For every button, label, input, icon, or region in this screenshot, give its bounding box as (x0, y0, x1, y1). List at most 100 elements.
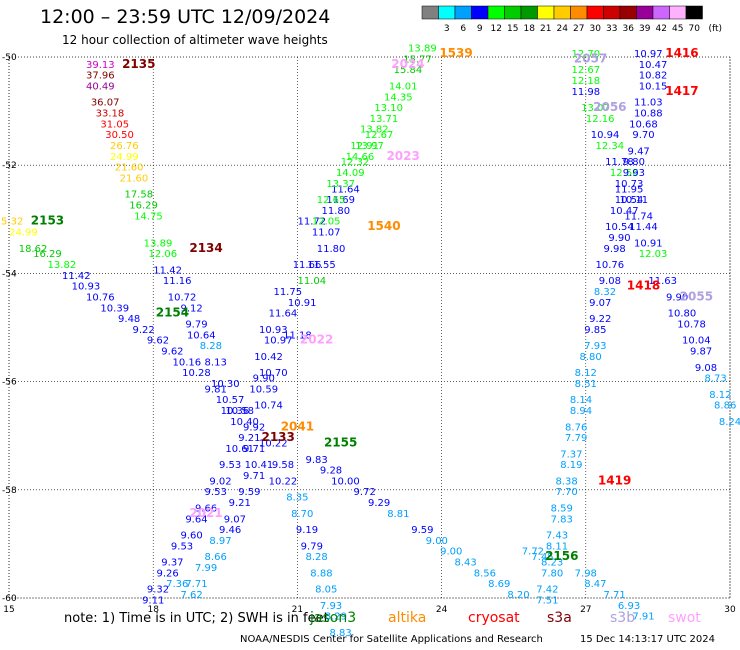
wave-height-value: 12.67 (571, 65, 600, 76)
x-tick-label: 21 (292, 605, 303, 615)
wave-height-value: 10.68 (629, 119, 658, 130)
wave-height-value: 30.50 (105, 130, 134, 141)
wave-height-value: 8.43 (455, 558, 477, 569)
pass-id-label: 1419 (598, 473, 631, 487)
wave-height-value: 8.12 (575, 368, 597, 379)
wave-height-value: 13.82 (360, 125, 389, 136)
wave-height-value: 9.53 (205, 487, 227, 498)
wave-height-value: 9.90 (666, 292, 688, 303)
x-tick-label: 18 (147, 605, 159, 615)
colorbar-tick: 21 (540, 24, 551, 34)
wave-height-value: 10.16 (173, 357, 202, 368)
satellite-label-altika: altika (388, 610, 427, 626)
wave-height-value: 9.26 (156, 568, 178, 579)
wave-height-value: 9.11 (142, 595, 164, 606)
wave-height-value: 13.97 (355, 141, 384, 152)
wave-height-value: 12.91 (350, 141, 379, 152)
wave-height-value: 10.47 (610, 206, 639, 217)
pass-id-label: 1539 (439, 46, 472, 60)
wave-height-value: 8.59 (551, 503, 573, 514)
wave-height-value: 8.97 (209, 536, 231, 547)
wave-height-value: 7.45 (531, 552, 553, 563)
wave-height-value: 8.28 (305, 552, 327, 563)
wave-height-value: 9.87 (690, 347, 712, 358)
wave-height-value: 8.24 (719, 417, 740, 428)
wave-height-value: 9.90 (608, 233, 630, 244)
wave-height-value: 9.07 (224, 514, 246, 525)
pass-id-label: 2153 (31, 214, 64, 228)
wave-height-value: 9.66 (195, 503, 217, 514)
chart-title: 12:00 – 23:59 UTC 12/09/2024 (40, 6, 331, 28)
x-tick-label: 24 (436, 605, 448, 615)
x-tick-label: 15 (3, 605, 14, 615)
wave-height-value: 10.42 (254, 352, 283, 363)
wave-height-value: 10.91 (634, 238, 663, 249)
wave-height-value: 9.22 (132, 325, 154, 336)
wave-height-value: 10.15 (639, 81, 668, 92)
wave-height-value: 17.58 (124, 190, 153, 201)
y-tick-label: -52 (2, 161, 17, 171)
wave-height-value: 6.93 (618, 601, 640, 612)
x-tick-label: 27 (580, 605, 591, 615)
colorbar-tick: 42 (656, 24, 667, 34)
wave-height-value: 14.09 (336, 168, 365, 179)
wave-height-value: 24.99 (110, 152, 139, 163)
pass-id-label: 2155 (324, 436, 357, 450)
colorbar-tick: 30 (590, 24, 602, 34)
wave-height-value: 10.54 (615, 195, 644, 206)
wave-height-value: 10.00 (331, 476, 360, 487)
wave-height-value: 11.64 (331, 184, 360, 195)
wave-height-value: 9.22 (589, 314, 611, 325)
wave-height-value: 10.64 (187, 330, 216, 341)
wave-height-value: 15.84 (394, 65, 423, 76)
colorbar-swatch (454, 5, 472, 20)
wave-height-value: 10.54 (605, 222, 634, 233)
wave-height-value: 9.79 (301, 541, 323, 552)
wave-height-value: 12.67 (365, 130, 394, 141)
colorbar-tick: 39 (639, 24, 651, 34)
wave-height-value: 12.34 (596, 141, 625, 152)
wave-height-value: 10.57 (216, 395, 245, 406)
colorbar-swatch (537, 5, 555, 20)
wave-height-value: 9.79 (185, 320, 207, 331)
x-tick-label: 30 (724, 605, 736, 615)
wave-height-value: 8.35 (286, 493, 308, 504)
y-tick-label: -54 (2, 269, 17, 279)
colorbar-swatch (471, 5, 489, 20)
wave-height-value: 39.13 (86, 60, 115, 71)
wave-height-value: 11.64 (269, 309, 298, 320)
colorbar-tick: 36 (623, 24, 635, 34)
wave-height-value: 10.39 (100, 303, 129, 314)
wave-height-value: 13.71 (370, 114, 399, 125)
wave-height-value: 11.80 (317, 244, 346, 255)
wave-height-value: 10.59 (249, 384, 278, 395)
y-tick-label: -50 (2, 53, 17, 63)
wave-height-value: 8.76 (565, 422, 587, 433)
wave-height-value: 8.38 (555, 476, 577, 487)
pass-id-label: 2055 (680, 289, 713, 303)
colorbar-swatch (669, 5, 687, 20)
pass-id-label: 2021 (189, 506, 222, 520)
wave-height-value: 14.75 (134, 211, 163, 222)
colorbar-tick: 3 (444, 24, 450, 34)
colorbar-tick: 45 (672, 24, 683, 34)
wave-height-value: 9.72 (354, 487, 376, 498)
wave-height-value: 9.02 (209, 476, 231, 487)
wave-height-value: 13.82 (48, 260, 77, 271)
wave-height-value: 9.59 (411, 525, 433, 536)
wave-height-value: 14.01 (389, 81, 418, 92)
satellite-label-s3a: s3a (547, 610, 572, 626)
wave-height-value: 9.32 (147, 585, 169, 596)
wave-height-value: 13.37 (326, 179, 355, 190)
wave-height-value: 8.20 (507, 590, 529, 601)
colorbar-swatch (553, 5, 571, 20)
wave-height-value: 7.71 (185, 579, 207, 590)
wave-height-value: 9.37 (161, 558, 183, 569)
pass-id-label: 2154 (156, 306, 189, 320)
wave-height-value: 9.60 (181, 530, 203, 541)
satellite-label-s3b: s3b (610, 610, 636, 626)
wave-height-value: 26.76 (110, 141, 139, 152)
wave-height-value: 8.83 (330, 628, 352, 639)
